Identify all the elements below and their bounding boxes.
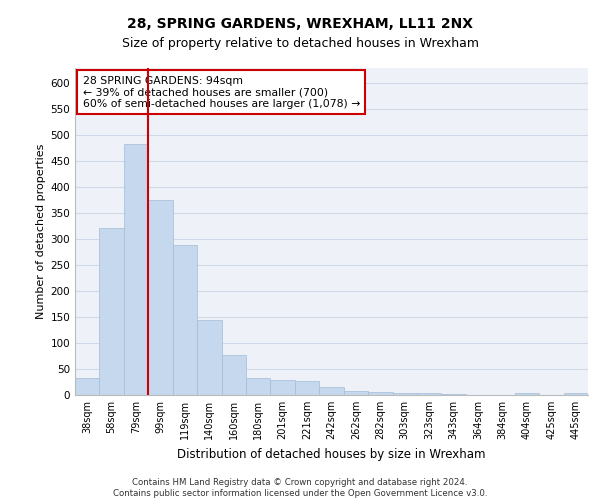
Bar: [173, 245, 197, 395]
Bar: [319, 387, 344, 395]
Bar: [197, 320, 221, 395]
X-axis label: Distribution of detached houses by size in Wrexham: Distribution of detached houses by size …: [177, 448, 486, 460]
Bar: [124, 144, 148, 395]
Text: Contains HM Land Registry data © Crown copyright and database right 2024.
Contai: Contains HM Land Registry data © Crown c…: [113, 478, 487, 498]
Bar: [246, 378, 271, 395]
Bar: [368, 392, 392, 395]
Bar: [75, 378, 100, 395]
Bar: [344, 391, 368, 395]
Bar: [515, 393, 539, 395]
Bar: [417, 394, 442, 395]
Bar: [148, 200, 173, 395]
Text: Size of property relative to detached houses in Wrexham: Size of property relative to detached ho…: [121, 38, 479, 51]
Text: 28, SPRING GARDENS, WREXHAM, LL11 2NX: 28, SPRING GARDENS, WREXHAM, LL11 2NX: [127, 18, 473, 32]
Bar: [442, 394, 466, 395]
Y-axis label: Number of detached properties: Number of detached properties: [36, 144, 46, 319]
Bar: [563, 393, 588, 395]
Bar: [295, 381, 319, 395]
Bar: [271, 380, 295, 395]
Bar: [221, 356, 246, 395]
Bar: [392, 394, 417, 395]
Text: 28 SPRING GARDENS: 94sqm
← 39% of detached houses are smaller (700)
60% of semi-: 28 SPRING GARDENS: 94sqm ← 39% of detach…: [83, 76, 360, 109]
Bar: [100, 228, 124, 395]
